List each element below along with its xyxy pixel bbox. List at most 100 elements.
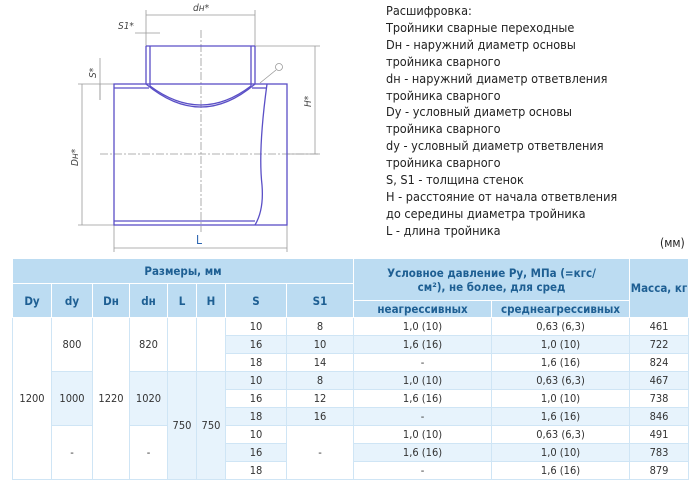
dy-branch-cell: - [51, 425, 93, 480]
dy-main-cell: 1200 [12, 317, 52, 480]
mass-cell: 467 [629, 371, 690, 390]
legend-line: тройника сварного [386, 155, 501, 171]
mid-aggressive-header: среднеагрессивных [491, 300, 631, 318]
dn-branch-cell: 820 [129, 317, 168, 372]
sizes-header: Размеры, мм [11, 258, 355, 284]
legend-line: dн - наружний диаметр ответвления [386, 70, 608, 86]
legend-line: dy - условный диаметр ответвления [386, 138, 604, 154]
mass-cell: 722 [629, 335, 690, 354]
pressure-non-aggr-cell: 1,6 (16) [353, 443, 493, 462]
pressure-mid-aggr-cell: 1,0 (10) [491, 443, 631, 462]
legend-line: Dy - условный диаметр основы [386, 104, 572, 120]
s1-cell: 8 [285, 371, 355, 390]
l-cell: 750 [167, 371, 197, 480]
mass-cell: 879 [629, 461, 690, 480]
s1-label: S1* [118, 21, 134, 32]
dn-label: dн* [193, 3, 210, 14]
s-cell: 10 [225, 371, 287, 390]
s1-cell: 8 [285, 317, 355, 336]
h-cell: 750 [196, 371, 226, 480]
pressure-non-aggr-cell: - [353, 461, 493, 480]
legend-line: тройника сварного [386, 87, 501, 103]
dn-branch-cell: 1020 [129, 371, 168, 426]
pressure-mid-aggr-cell: 1,0 (10) [491, 389, 631, 408]
pressure-mid-aggr-cell: 0,63 (6,3) [491, 317, 631, 336]
s-cell: 16 [225, 389, 287, 408]
s1-cell: 12 [285, 389, 355, 408]
table-row: - -10-1,0 (10) 0,63 (6,3) 491 [13, 425, 690, 480]
table-row: 16 1,6 (16) 1,0 (10) 783 [13, 443, 690, 462]
s-cell: 18 [225, 461, 287, 480]
Dn-label: Dн* [70, 148, 81, 166]
mass-cell: 846 [629, 407, 690, 426]
mass-cell: 491 [629, 425, 690, 444]
col-header: H [196, 283, 226, 318]
non-aggressive-header: неагрессивных [353, 300, 493, 318]
table-row: 16 10 1,6 (16) 1,0 (10) 722 [13, 335, 690, 354]
col-header: S [225, 283, 287, 318]
s1-cell: - [285, 425, 355, 480]
pressure-non-aggr-cell: 1,0 (10) [353, 371, 493, 390]
pressure-mid-aggr-cell: 0,63 (6,3) [491, 371, 631, 390]
pressure-mid-aggr-cell: 0,63 (6,3) [491, 425, 631, 444]
s-cell: 16 [225, 335, 287, 354]
s-label: S* [88, 67, 99, 78]
col-header: S1 [285, 283, 355, 318]
cell [167, 317, 197, 372]
legend-line: Расшифровка: [386, 3, 472, 18]
s-cell: 10 [225, 317, 287, 336]
L-label: L [196, 233, 202, 247]
table-row: 18 -1,6 (16) 879 [13, 461, 690, 480]
table-row: 18 14-1,6 (16) 824 [13, 353, 690, 372]
s-cell: 10 [225, 425, 287, 444]
legend-line: S, S1 - толщина стенок [386, 172, 524, 188]
legend-line: тройника сварного [386, 53, 501, 69]
legend-line: L - длина тройника [386, 222, 501, 238]
pressure-mid-aggr-cell: 1,6 (16) [491, 353, 631, 372]
table-row: 16 12 1,6 (16) 1,0 (10) 738 [13, 389, 690, 408]
col-header: L [167, 283, 197, 318]
s1-cell: 10 [285, 335, 355, 354]
table-row: 1000 1020 750 750 10 8 1,0 (10) 0,63 (6,3) 467 [13, 371, 690, 480]
col-header: dу [51, 283, 93, 318]
legend-list: Расшифровка: Тройники сварные переходные D… [386, 3, 617, 240]
legend-line: Dн - наружний диаметр основы [386, 36, 576, 52]
s-cell: 16 [225, 443, 287, 462]
mass-cell: 738 [629, 389, 690, 408]
pressure-non-aggr-cell: 1,6 (16) [353, 335, 493, 354]
unit-label: (мм) [660, 236, 685, 250]
mass-cell: 824 [629, 353, 690, 372]
col-header: Dу [12, 283, 52, 318]
mass-cell: 783 [629, 443, 690, 462]
cell [196, 317, 226, 372]
s-cell: 18 [225, 407, 287, 426]
mass-header: Масса, кг [629, 258, 690, 318]
col-header: Dн [92, 283, 130, 318]
s1-cell: 16 [285, 407, 355, 426]
table-row: 1200 800 1220 820 10 8 1,0 (10) 0,63 (6,3) 461 [12, 317, 690, 480]
h-label: H* [303, 95, 314, 107]
dimensions-table: Размеры, мм Условное давление Pу, МПа (=… [11, 258, 690, 480]
dy-branch-cell: 1000 [51, 371, 93, 426]
pressure-non-aggr-cell: 1,0 (10) [353, 317, 493, 336]
mass-cell: 461 [629, 317, 690, 336]
legend-line: H - расстояние от начала ответвления [386, 188, 618, 204]
pressure-header: Условное давление Pу, МПа (=кгс/см²), не… [353, 258, 631, 301]
col-header: dн [129, 283, 168, 318]
pressure-mid-aggr-cell: 1,6 (16) [491, 461, 631, 480]
pressure-non-aggr-cell: - [353, 407, 493, 426]
pressure-non-aggr-cell: 1,6 (16) [353, 389, 493, 408]
legend-line: до середины диаметра тройника [386, 205, 586, 221]
tee-drawing: dн* S1* S* H* Dн* L [70, 3, 320, 252]
legend-line: Тройники сварные переходные [386, 19, 575, 35]
dy-branch-cell: 800 [51, 317, 93, 372]
legend-line: тройника сварного [386, 121, 501, 137]
pressure-mid-aggr-cell: 1,6 (16) [491, 407, 631, 426]
pressure-mid-aggr-cell: 1,0 (10) [491, 335, 631, 354]
dn-main-cell: 1220 [92, 317, 130, 480]
table-row: 18 16-1,6 (16) 846 [13, 407, 690, 426]
pressure-non-aggr-cell: - [353, 353, 493, 372]
s1-cell: 14 [285, 353, 355, 372]
s-cell: 18 [225, 353, 287, 372]
dn-branch-cell: - [129, 425, 168, 480]
